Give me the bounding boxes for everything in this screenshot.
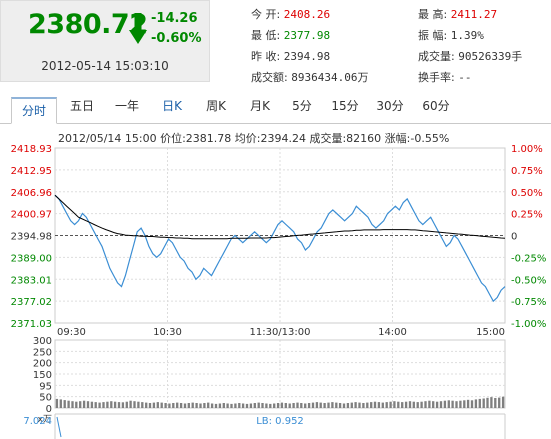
intraday-chart[interactable]: 2418.93 1.00% 2412.95 0.75% 2406.96 0.50% 2400… xyxy=(0,124,551,439)
time-tick-label: 10:30 xyxy=(153,327,182,338)
price-tick-label: 2406.96 xyxy=(11,188,52,199)
volume-tick-label: 200 xyxy=(33,359,52,370)
down-arrow-icon xyxy=(129,13,147,44)
price-tick-label: 2377.02 xyxy=(11,297,52,308)
stat-turnover-rate-label: 换手率: xyxy=(418,71,455,84)
last-price: 2380.72 xyxy=(28,9,148,40)
pct-tick-label: -0.50% xyxy=(511,275,546,286)
price-tick-label: 2394.98 xyxy=(11,232,52,243)
volume-tick-label: 250 xyxy=(33,347,52,358)
pct-tick-label: 0.50% xyxy=(511,188,543,199)
stat-turnover-rate-value: -- xyxy=(458,71,472,84)
volume-tick-label: 50 xyxy=(39,393,52,404)
time-tick-label: 14:00 xyxy=(378,327,407,338)
tab-five-day[interactable]: 五日 xyxy=(69,99,94,113)
stat-volume-value: 90526339手 xyxy=(458,50,523,63)
volume-tick-label: 150 xyxy=(33,370,52,381)
tab-one-year[interactable]: 一年 xyxy=(114,99,139,113)
change-percent: -0.60% xyxy=(151,31,202,46)
tab-60min[interactable]: 60分 xyxy=(422,99,450,113)
indicator-label: LB: 0.952 xyxy=(256,416,304,427)
chart-svg: 2418.93 1.00% 2412.95 0.75% 2406.96 0.50% 2400… xyxy=(11,131,547,439)
pct-tick-label: 0 xyxy=(511,232,517,243)
time-tick-label: 15:00 xyxy=(476,327,505,338)
time-tick-label: 11:30/13:00 xyxy=(249,327,310,338)
stat-open: 今 开: 2408.26 xyxy=(251,6,330,22)
tab-weekly-k[interactable]: 周K xyxy=(206,99,226,113)
tab-daily-k[interactable]: 日K xyxy=(162,99,182,113)
volume-tick-label: 300 xyxy=(33,336,52,347)
stat-turnover-label: 成交额: xyxy=(251,71,288,84)
price-tick-label: 2400.97 xyxy=(11,210,52,221)
tab-15min[interactable]: 15分 xyxy=(331,99,359,113)
stat-amplitude-value: 1.39% xyxy=(450,29,484,42)
price-tick-label: 2383.01 xyxy=(11,275,52,286)
stat-volume: 成交量: 90526339手 xyxy=(418,48,522,64)
price-line xyxy=(54,194,506,303)
tab-5min[interactable]: 5分 xyxy=(292,99,312,113)
tab-30min[interactable]: 30分 xyxy=(376,99,404,113)
quote-timestamp: 2012-05-14 15:03:10 xyxy=(41,59,169,73)
price-tick-label: 2412.95 xyxy=(11,166,52,177)
pct-tick-label: -0.75% xyxy=(511,297,546,308)
tab-monthly-k[interactable]: 月K xyxy=(250,99,270,113)
avg-price-line xyxy=(54,194,506,240)
series xyxy=(54,194,506,438)
stat-turnover: 成交额: 8936434.06万 xyxy=(251,69,368,85)
stat-prev-close: 昨 收: 2394.98 xyxy=(251,48,330,64)
stat-prev-close-value: 2394.98 xyxy=(283,50,331,63)
pct-tick-label: -1.00% xyxy=(511,319,546,330)
price-tick-label: 2371.03 xyxy=(11,319,52,330)
chart-info-line: 2012/05/14 15:00 价位:2381.78 均价:2394.24 成… xyxy=(58,131,449,145)
quote-summary: 2380.72 -14.26 -0.60% 2012-05-14 15:03:1… xyxy=(0,0,210,82)
stat-amplitude-label: 振 幅: xyxy=(418,29,448,42)
time-tick-label: 09:30 xyxy=(57,327,86,338)
pct-tick-label: 0.25% xyxy=(511,210,543,221)
volume-tick-label: 95 xyxy=(39,381,52,392)
axis-labels: 2418.93 1.00% 2412.95 0.75% 2406.96 0.50% 2400… xyxy=(11,144,547,427)
indicator-line xyxy=(56,416,62,438)
grid-lines xyxy=(54,147,506,439)
stat-amplitude: 振 幅: 1.39% xyxy=(418,27,484,43)
stat-volume-label: 成交量: xyxy=(418,50,455,63)
stat-low: 最 低: 2377.98 xyxy=(251,27,330,43)
price-tick-label: 2389.00 xyxy=(11,253,52,264)
stat-low-label: 最 低: xyxy=(251,29,281,42)
pct-tick-label: 1.00% xyxy=(511,144,543,155)
pct-tick-label: 0.75% xyxy=(511,166,543,177)
indicator-value-label: 7.024 xyxy=(23,416,52,427)
stat-low-value: 2377.98 xyxy=(283,29,331,42)
stat-high-value: 2411.27 xyxy=(450,8,498,21)
stat-turnover-rate: 换手率: -- xyxy=(418,69,471,85)
stat-open-value: 2408.26 xyxy=(283,8,331,21)
price-tick-label: 2418.93 xyxy=(11,144,52,155)
stat-high-label: 最 高: xyxy=(418,8,448,21)
stat-high: 最 高: 2411.27 xyxy=(418,6,497,22)
volume-unit-label: x万 xyxy=(38,415,52,425)
tab-intraday[interactable]: 分时 xyxy=(11,97,57,124)
stat-prev-close-label: 昨 收: xyxy=(251,50,281,63)
stat-open-label: 今 开: xyxy=(251,8,281,21)
pct-tick-label: -0.25% xyxy=(511,253,546,264)
volume-tick-label: 0 xyxy=(46,404,52,415)
chart-period-tabs: 分时 五日 一年 日K 周K 月K 5分 15分 30分 60分 xyxy=(0,97,551,124)
stat-turnover-value: 8936434.06万 xyxy=(291,71,369,84)
change-absolute: -14.26 xyxy=(151,11,198,26)
